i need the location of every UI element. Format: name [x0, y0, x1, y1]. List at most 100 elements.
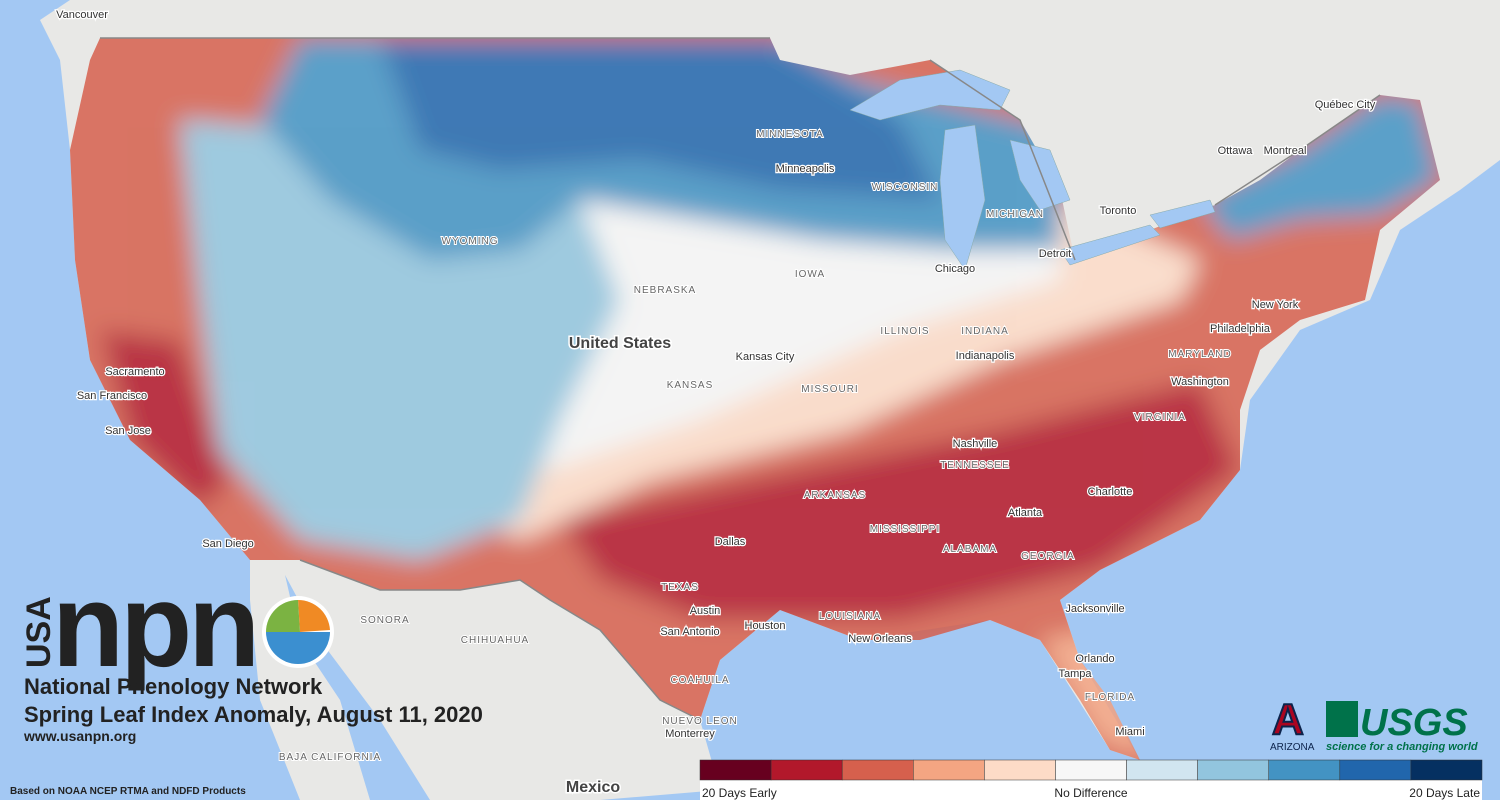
- logo-leaf: [266, 600, 300, 632]
- place-label: Mexico: [566, 779, 620, 796]
- legend-label: No Difference: [1054, 786, 1127, 800]
- place-label: GEORGIA: [1021, 551, 1075, 562]
- place-label: New Orleans: [848, 633, 912, 645]
- place-label: Minneapolis: [776, 163, 835, 175]
- great-lakes: [849, 69, 1216, 271]
- legend-swatch: [770, 759, 843, 781]
- place-label: NEBRASKA: [634, 285, 696, 296]
- place-label: Atlanta: [1008, 507, 1043, 519]
- map-title: Spring Leaf Index Anomaly, August 11, 20…: [24, 702, 483, 727]
- anomaly-field: [100, 330, 230, 510]
- legend-swatch: [1410, 759, 1483, 781]
- place-label: Nashville: [953, 438, 998, 450]
- anomaly-field: [380, 38, 940, 200]
- anomaly-field: [1200, 95, 1440, 240]
- lake: [939, 124, 986, 271]
- place-label: MARYLAND: [1168, 349, 1231, 360]
- place-label: San Antonio: [660, 626, 719, 638]
- place-label: MICHIGAN: [986, 209, 1044, 220]
- legend-swatch: [1268, 759, 1341, 781]
- place-label: Philadelphia: [1210, 323, 1271, 335]
- place-label: ILLINOIS: [880, 326, 929, 337]
- place-label: SONORA: [360, 615, 409, 626]
- place-label: TEXAS: [661, 582, 699, 593]
- place-label: TENNESSEE: [940, 460, 1010, 471]
- place-label: Montreal: [1264, 145, 1307, 157]
- place-label: Chicago: [935, 263, 975, 275]
- logo-npn: npn: [52, 560, 256, 692]
- place-label: Tampa: [1058, 668, 1092, 680]
- place-label: Detroit: [1039, 248, 1071, 260]
- legend-swatch: [984, 759, 1056, 781]
- place-label: Toronto: [1100, 205, 1137, 217]
- logo-leaf: [298, 599, 330, 632]
- legend-swatch: [1339, 759, 1412, 781]
- anomaly-field: [560, 380, 1240, 620]
- place-label: Jacksonville: [1065, 603, 1124, 615]
- place-label: New York: [1252, 299, 1299, 311]
- place-label: COAHUILA: [670, 675, 729, 686]
- lake: [1149, 199, 1216, 229]
- arizona-a: A: [1272, 695, 1304, 744]
- legend-swatch: [1197, 759, 1269, 781]
- place-label: Miami: [1115, 726, 1144, 738]
- place-label: Charlotte: [1088, 486, 1133, 498]
- place-label: FLORIDA: [1085, 692, 1135, 703]
- place-label: Vancouver: [56, 9, 108, 21]
- place-label: ARKANSAS: [804, 490, 866, 501]
- place-label: Sacramento: [105, 366, 164, 378]
- legend-swatch: [1055, 759, 1127, 781]
- place-label: Ottawa: [1218, 145, 1254, 157]
- usgs-mark: [1326, 701, 1358, 737]
- place-label: Orlando: [1075, 653, 1114, 665]
- place-label: United States: [569, 335, 671, 352]
- place-label: IOWA: [795, 269, 825, 280]
- lake: [1059, 224, 1161, 266]
- place-label: ALABAMA: [943, 544, 997, 555]
- place-label: Monterrey: [665, 728, 715, 740]
- legend-swatch: [1126, 759, 1198, 781]
- place-label: NUEVO LEON: [662, 716, 738, 727]
- lake: [1009, 139, 1071, 211]
- place-label: WISCONSIN: [872, 182, 939, 193]
- place-label: San Jose: [105, 425, 151, 437]
- npn-logo: USA npn National Phenology Network Sprin…: [10, 560, 483, 797]
- border: [100, 37, 1381, 721]
- anomaly-field: [1040, 630, 1150, 760]
- place-label: MINNESOTA: [756, 129, 824, 140]
- anomaly-field: [450, 180, 1060, 470]
- lake: [849, 69, 1011, 121]
- partner-logos: A ARIZONA USGS science for a changing wo…: [1270, 694, 1478, 753]
- legend-label: 20 Days Late: [1409, 786, 1480, 800]
- url: www.usanpn.org: [23, 728, 136, 744]
- anomaly-field: [70, 60, 260, 560]
- place-label: Québec City: [1315, 99, 1376, 111]
- legend-swatch: [913, 759, 985, 781]
- place-label: LOUISIANA: [819, 611, 881, 622]
- legend-swatch: [841, 759, 914, 781]
- usgs-tagline: science for a changing world: [1326, 741, 1478, 753]
- credit: Based on NOAA NCEP RTMA and NDFD Product…: [10, 786, 246, 797]
- place-label: Indianapolis: [956, 350, 1015, 362]
- place-label: INDIANA: [961, 326, 1009, 337]
- arizona-text: ARIZONA: [1270, 742, 1315, 753]
- place-label: BAJA CALIFORNIA: [279, 752, 381, 763]
- place-label: Kansas City: [736, 351, 795, 363]
- logo-leaf: [266, 632, 330, 664]
- logo-usa: USA: [20, 596, 58, 668]
- place-labels: Vancouver MINNESOTA Minneapolis WISCONSIN MI…: [55, 8, 1377, 798]
- place-label: MISSOURI: [801, 384, 858, 395]
- place-label: San Francisco: [77, 390, 147, 402]
- place-label: WYOMING: [442, 236, 499, 247]
- place-label: KANSAS: [667, 380, 714, 391]
- place-label: Austin: [690, 605, 721, 617]
- legend: 20 Days Early No Difference 20 Days Late: [699, 759, 1483, 800]
- place-label: San Diego: [202, 538, 253, 550]
- usgs-text: USGS: [1360, 702, 1468, 744]
- place-label: VIRGINIA: [1134, 412, 1186, 423]
- place-label: Dallas: [715, 536, 746, 548]
- logo-network: National Phenology Network: [24, 674, 323, 699]
- legend-label: 20 Days Early: [702, 786, 777, 800]
- legend-swatch: [699, 759, 772, 781]
